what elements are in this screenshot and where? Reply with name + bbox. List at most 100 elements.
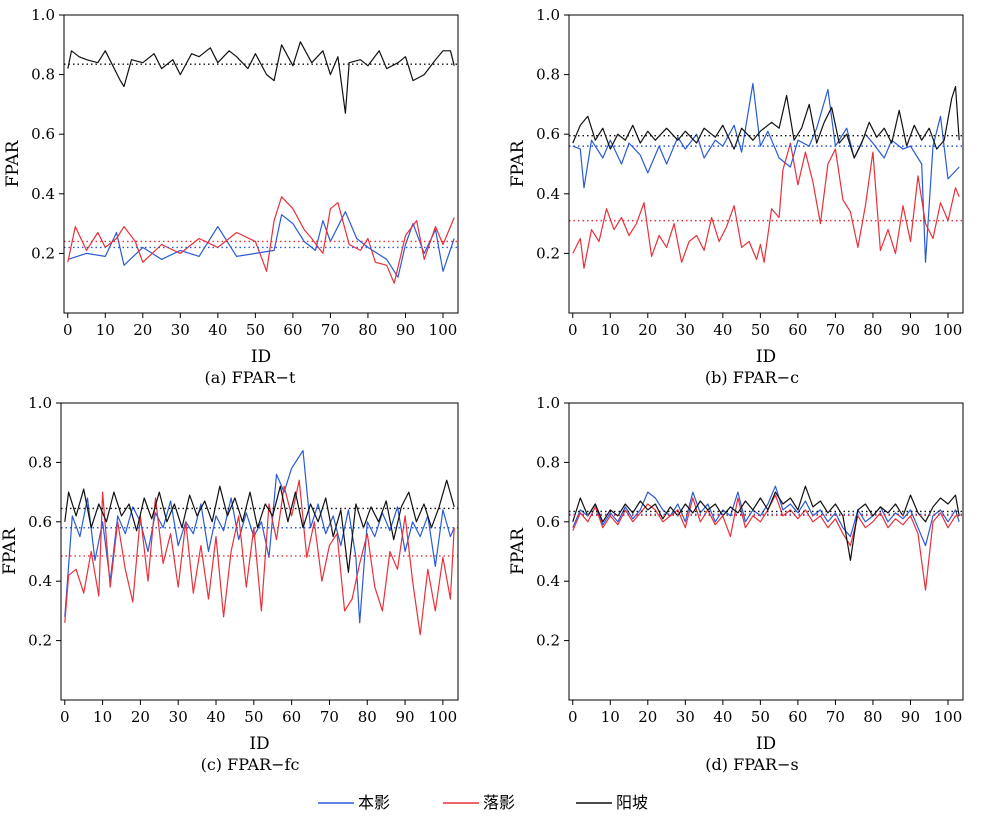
x-tick-label: 90 xyxy=(396,321,415,339)
y-tick-label: 1.0 xyxy=(28,394,52,412)
plot-frame xyxy=(568,402,964,701)
y-tick-label: 0.4 xyxy=(536,572,560,590)
x-tick-label: 70 xyxy=(826,708,845,726)
legend: 本影 落影 阳坡 xyxy=(318,793,648,812)
x-tick-label: 90 xyxy=(901,708,920,726)
x-tick-label: 80 xyxy=(358,708,377,726)
x-tick-label: 50 xyxy=(751,708,770,726)
legend-label-3: 阳坡 xyxy=(616,793,648,812)
series-line-1 xyxy=(64,449,455,624)
y-tick-label: 0.6 xyxy=(28,513,52,531)
x-tick-label: 70 xyxy=(320,708,339,726)
x-tick-label: 50 xyxy=(244,708,263,726)
panel-caption: (b) FPAR−c xyxy=(705,368,799,387)
x-tick-label: 30 xyxy=(169,708,188,726)
plot-frame xyxy=(63,14,459,314)
y-tick-label: 1.0 xyxy=(31,6,55,24)
y-tick-label: 0.8 xyxy=(536,453,560,471)
x-tick-label: 70 xyxy=(826,321,845,339)
x-axis-label: ID xyxy=(251,347,271,367)
series-line-2 xyxy=(67,196,455,284)
series-line-2 xyxy=(572,142,960,269)
x-tick-label: 70 xyxy=(321,321,340,339)
x-tick-label: 60 xyxy=(788,708,807,726)
plot-frame xyxy=(60,402,459,701)
x-tick-label: 10 xyxy=(93,708,112,726)
y-tick-label: 0.6 xyxy=(31,125,55,143)
y-axis-label: FPAR xyxy=(508,139,528,187)
x-tick-label: 60 xyxy=(788,321,807,339)
x-tick-label: 50 xyxy=(751,321,770,339)
x-tick-label: 100 xyxy=(429,321,458,339)
y-tick-label: 0.4 xyxy=(31,185,55,203)
x-tick-label: 90 xyxy=(901,321,920,339)
x-axis-label: ID xyxy=(756,347,776,367)
panel-2: 0 10 20 30 40 50 60 70 80 90 100 0.2 0.4 0.6 0.8 1.0 ID F… xyxy=(508,6,964,387)
y-axis-label: FPAR xyxy=(3,139,23,187)
x-tick-label: 40 xyxy=(713,708,732,726)
y-tick-label: 0.2 xyxy=(28,632,52,650)
y-tick-label: 0.6 xyxy=(536,513,560,531)
y-axis-label: FPAR xyxy=(0,527,20,575)
x-tick-label: 10 xyxy=(601,321,620,339)
x-tick-label: 0 xyxy=(568,321,578,339)
series-line-3 xyxy=(572,485,960,561)
y-tick-label: 1.0 xyxy=(536,394,560,412)
series-line-1 xyxy=(572,485,960,547)
x-tick-label: 40 xyxy=(713,321,732,339)
x-tick-label: 80 xyxy=(358,321,377,339)
x-tick-label: 20 xyxy=(131,708,150,726)
x-tick-label: 100 xyxy=(429,708,458,726)
series-line-1 xyxy=(572,82,960,263)
y-tick-label: 0.2 xyxy=(31,244,55,262)
x-tick-label: 20 xyxy=(638,321,657,339)
panel-caption: (a) FPAR−t xyxy=(205,368,297,387)
x-tick-label: 30 xyxy=(676,321,695,339)
series-line-3 xyxy=(572,85,960,159)
series-line-3 xyxy=(64,479,455,573)
panel-3: 0 10 20 30 40 50 60 70 80 90 100 0.2 0.4 0.6 0.8 1.0 ID F… xyxy=(0,394,459,774)
x-tick-label: 60 xyxy=(283,321,302,339)
y-tick-label: 0.4 xyxy=(28,572,52,590)
y-tick-label: 0.2 xyxy=(536,244,560,262)
y-tick-label: 1.0 xyxy=(536,6,560,24)
x-tick-label: 80 xyxy=(863,321,882,339)
panel-caption: (c) FPAR−fc xyxy=(201,755,300,774)
panel-4: 0 10 20 30 40 50 60 70 80 90 100 0.2 0.4 0.6 0.8 1.0 ID F… xyxy=(508,394,964,774)
x-tick-label: 40 xyxy=(206,708,225,726)
y-tick-label: 0.8 xyxy=(536,66,560,84)
y-tick-label: 0.2 xyxy=(536,632,560,650)
x-tick-label: 20 xyxy=(638,708,657,726)
x-tick-label: 90 xyxy=(396,708,415,726)
y-tick-label: 0.4 xyxy=(536,185,560,203)
x-tick-label: 30 xyxy=(676,708,695,726)
panel-caption: (d) FPAR−s xyxy=(705,755,798,774)
series-line-2 xyxy=(64,479,455,636)
x-tick-label: 100 xyxy=(934,321,963,339)
x-tick-label: 10 xyxy=(601,708,620,726)
x-tick-label: 100 xyxy=(934,708,963,726)
x-tick-label: 0 xyxy=(63,321,73,339)
x-tick-label: 0 xyxy=(568,708,578,726)
x-tick-label: 0 xyxy=(60,708,70,726)
x-axis-label: ID xyxy=(249,734,269,754)
y-tick-label: 0.8 xyxy=(31,66,55,84)
y-tick-label: 0.6 xyxy=(536,125,560,143)
series-line-2 xyxy=(572,494,960,591)
x-tick-label: 80 xyxy=(863,708,882,726)
plot-frame xyxy=(568,14,964,314)
series-line-3 xyxy=(67,41,455,114)
x-tick-label: 10 xyxy=(96,321,115,339)
legend-label-2: 落影 xyxy=(483,793,515,812)
x-tick-label: 50 xyxy=(246,321,265,339)
x-axis-label: ID xyxy=(756,734,776,754)
panel-1: 0 10 20 30 40 50 60 70 80 90 100 0.2 0.4 0.6 0.8 1.0 ID F… xyxy=(3,6,459,387)
legend-label-1: 本影 xyxy=(358,793,390,812)
y-tick-label: 0.8 xyxy=(28,453,52,471)
x-tick-label: 20 xyxy=(133,321,152,339)
x-tick-label: 60 xyxy=(282,708,301,726)
y-axis-label: FPAR xyxy=(508,527,528,575)
series-line-1 xyxy=(67,211,455,278)
x-tick-label: 30 xyxy=(171,321,190,339)
